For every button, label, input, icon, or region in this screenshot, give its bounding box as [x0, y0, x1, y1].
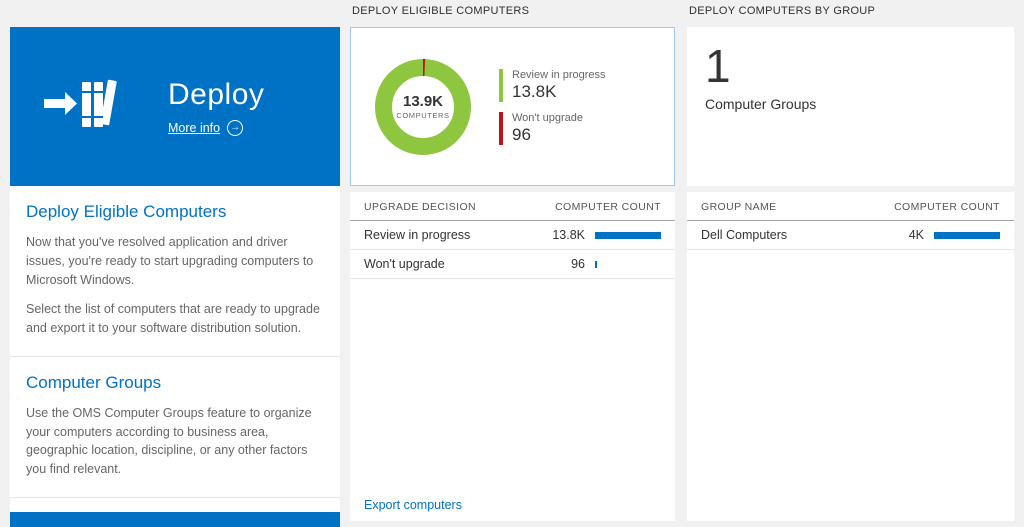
eligible-computers-donut-tile[interactable]: 13.9K COMPUTERS Review in progress 13.8K…	[350, 27, 675, 186]
left-column: Deploy More info → Deploy Eligible Compu…	[10, 27, 340, 527]
table-row[interactable]: Won't upgrade 96	[350, 250, 675, 279]
group-count-label: Computer Groups	[705, 95, 817, 112]
row-value: 96	[571, 257, 585, 271]
count-bar-track	[595, 260, 661, 268]
legend-label: Won't upgrade	[512, 111, 584, 124]
donut-chart: 13.9K COMPUTERS	[373, 57, 473, 157]
column-header-group-name: GROUP NAME	[701, 201, 777, 213]
legend-swatch-green	[499, 68, 503, 102]
column-header-eligible: DEPLOY ELIGIBLE COMPUTERS	[352, 5, 530, 17]
section-paragraph: Use the OMS Computer Groups feature to o…	[26, 405, 312, 476]
export-computers-link[interactable]: Export computers	[364, 498, 462, 512]
column-header-computer-count: COMPUTER COUNT	[555, 201, 661, 213]
section-heading: Computer Groups	[26, 372, 162, 392]
legend-label: Review in progress	[512, 68, 606, 81]
tile-title: Deploy	[168, 77, 265, 111]
computers-by-group-column: DEPLOY COMPUTERS BY GROUP 1 Computer Gro…	[687, 0, 1014, 527]
more-info-link[interactable]: More info	[168, 120, 221, 135]
legend-value: 96	[512, 124, 531, 144]
row-label: Dell Computers	[701, 228, 788, 242]
deploy-tile[interactable]: Deploy More info →	[10, 27, 340, 186]
arrow-circle-icon[interactable]: →	[227, 119, 244, 136]
section-computer-groups: Computer Groups Use the OMS Computer Gro…	[10, 355, 340, 497]
computer-groups-count-tile[interactable]: 1 Computer Groups	[687, 27, 1014, 186]
eligible-computers-column: DEPLOY ELIGIBLE COMPUTERS 13.9K COMPUTER…	[350, 0, 675, 527]
column-header-computer-count: COMPUTER COUNT	[894, 201, 1000, 213]
row-label: Review in progress	[364, 228, 471, 242]
count-bar-track	[934, 231, 1000, 239]
table-row[interactable]: Review in progress 13.8K	[350, 221, 675, 250]
row-label: Won't upgrade	[364, 257, 445, 271]
legend-swatch-red	[499, 111, 503, 145]
table-row[interactable]: Dell Computers 4K	[687, 221, 1014, 250]
donut-legend: Review in progress 13.8K Won't upgrade 9…	[499, 68, 606, 145]
table-header: UPGRADE DECISION COMPUTER COUNT	[350, 192, 675, 221]
donut-total-value: 13.9K	[402, 93, 444, 110]
legend-value: 13.8K	[512, 81, 557, 101]
column-header-by-group: DEPLOY COMPUTERS BY GROUP	[689, 5, 876, 17]
row-value: 4K	[908, 228, 924, 242]
group-table-panel: GROUP NAME COMPUTER COUNT Dell Computers…	[687, 192, 1014, 521]
divider	[10, 496, 340, 498]
left-description-panel: Deploy Eligible Computers Now that you'v…	[10, 186, 340, 512]
section-paragraph: Now that you've resolved application and…	[26, 235, 314, 287]
section-paragraph: Select the list of computers that are re…	[26, 302, 320, 335]
column-header-upgrade-decision: UPGRADE DECISION	[364, 201, 476, 213]
deploy-icon	[44, 73, 118, 140]
count-bar	[595, 231, 661, 239]
left-panel-footer-accent	[10, 512, 340, 527]
table-header: GROUP NAME COMPUTER COUNT	[687, 192, 1014, 221]
donut-total-label: COMPUTERS	[396, 111, 450, 120]
group-count-value: 1	[705, 40, 731, 92]
count-bar-track	[595, 231, 661, 239]
legend-item-review: Review in progress 13.8K	[499, 68, 606, 102]
upgrade-decision-panel: UPGRADE DECISION COMPUTER COUNT Review i…	[350, 192, 675, 521]
section-deploy-eligible: Deploy Eligible Computers Now that you'v…	[10, 186, 340, 356]
count-bar	[934, 231, 1000, 239]
row-value: 13.8K	[552, 228, 585, 242]
legend-item-wont-upgrade: Won't upgrade 96	[499, 111, 606, 145]
section-heading: Deploy Eligible Computers	[26, 202, 227, 221]
count-bar	[595, 260, 597, 268]
